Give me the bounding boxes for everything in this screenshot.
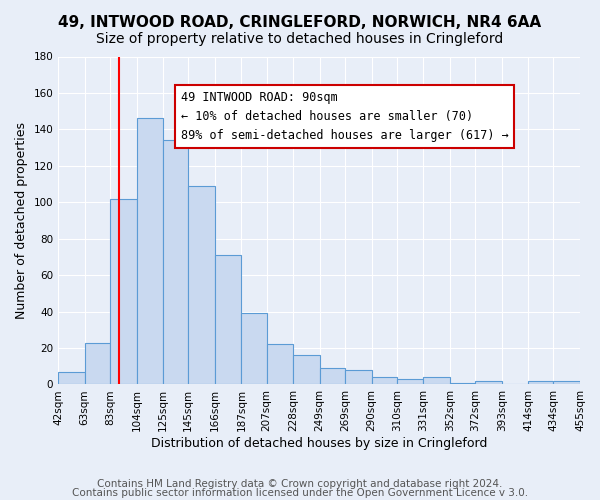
Bar: [163, 140, 188, 384]
Text: 49, INTWOOD ROAD, CRINGLEFORD, NORWICH, NR4 6AA: 49, INTWOOD ROAD, CRINGLEFORD, NORWICH, …: [58, 15, 542, 30]
Bar: [424, 377, 450, 384]
Bar: [58, 372, 85, 384]
Text: Size of property relative to detached houses in Cringleford: Size of property relative to detached ho…: [97, 32, 503, 46]
Bar: [266, 344, 293, 385]
Bar: [293, 356, 320, 384]
Bar: [371, 377, 397, 384]
Bar: [85, 342, 110, 384]
Bar: [110, 198, 137, 384]
Bar: [320, 368, 345, 384]
Bar: [397, 379, 424, 384]
X-axis label: Distribution of detached houses by size in Cringleford: Distribution of detached houses by size …: [151, 437, 487, 450]
Text: Contains HM Land Registry data © Crown copyright and database right 2024.: Contains HM Land Registry data © Crown c…: [97, 479, 503, 489]
Bar: [215, 255, 241, 384]
Bar: [137, 118, 163, 384]
Text: 49 INTWOOD ROAD: 90sqm
← 10% of detached houses are smaller (70)
89% of semi-det: 49 INTWOOD ROAD: 90sqm ← 10% of detached…: [181, 91, 509, 142]
Bar: [475, 381, 502, 384]
Bar: [553, 381, 580, 384]
Bar: [188, 186, 215, 384]
Bar: [528, 381, 553, 384]
Y-axis label: Number of detached properties: Number of detached properties: [15, 122, 28, 319]
Bar: [345, 370, 371, 384]
Text: Contains public sector information licensed under the Open Government Licence v : Contains public sector information licen…: [72, 488, 528, 498]
Bar: [450, 382, 475, 384]
Bar: [241, 314, 266, 384]
